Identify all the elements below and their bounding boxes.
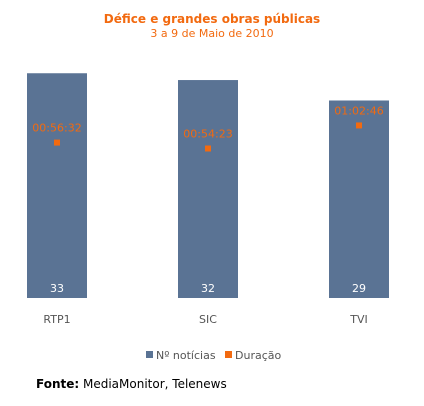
legend-label-count: Nº notícias: [156, 349, 216, 362]
legend: Nº notícias Duração: [146, 349, 281, 362]
duration-marker-rtp1: [54, 139, 60, 146]
legend-label-duration: Duração: [235, 349, 281, 362]
bar-value-label: 33: [50, 282, 64, 295]
bar-tvi: [329, 100, 389, 299]
duration-marker-tvi: [356, 122, 362, 129]
source-label: Fonte:: [36, 377, 79, 391]
bar-value-label: 32: [201, 282, 215, 295]
category-label: TVI: [349, 313, 368, 326]
duration-marker-sic: [205, 145, 211, 152]
bar-rtp1: [27, 73, 87, 298]
source-text: MediaMonitor, Telenews: [79, 377, 227, 391]
legend-swatch-duration: [225, 351, 232, 358]
legend-swatch-count: [146, 351, 153, 358]
duration-label: 00:56:32: [32, 122, 81, 135]
duration-label: 00:54:23: [183, 127, 232, 140]
bar-sic: [178, 80, 238, 299]
plot-area: 33 00:56:32 RTP1 32 00:54:23 SIC 29 01:02:46 TVI: [27, 73, 389, 326]
duration-label: 01:02:46: [334, 104, 383, 117]
category-label: SIC: [199, 313, 217, 326]
chart-subtitle: 3 a 9 de Maio de 2010: [150, 27, 273, 40]
chart-title: Défice e grandes obras públicas: [104, 12, 320, 26]
bar-value-label: 29: [352, 282, 366, 295]
category-label: RTP1: [43, 313, 70, 326]
source-note: Fonte: MediaMonitor, Telenews: [36, 377, 227, 391]
